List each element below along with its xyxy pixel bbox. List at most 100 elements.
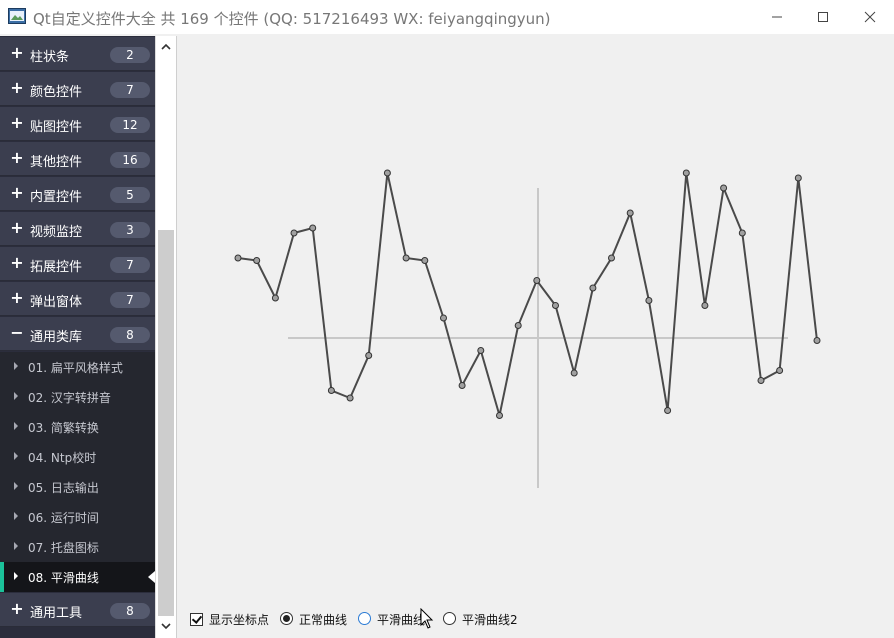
- data-point: [327, 387, 335, 394]
- data-point: [720, 184, 728, 192]
- radio-selected-icon: [280, 612, 293, 625]
- data-point: [738, 229, 746, 237]
- window-title: Qt自定义控件大全 共 169 个控件 (QQ: 517216493 WX: f…: [33, 10, 551, 28]
- app-icon: [8, 8, 26, 24]
- count-badge: 16: [110, 152, 150, 168]
- nav-group-label: 通用类库: [30, 330, 83, 345]
- nav-subitem-label: 03. 简繁转换: [28, 421, 99, 435]
- data-point: [533, 277, 541, 284]
- data-point: [645, 297, 653, 304]
- nav-group-tools[interactable]: + 通用工具 8: [0, 593, 155, 627]
- data-point: [514, 322, 522, 329]
- data-point: [776, 367, 784, 374]
- nav-group-label: 贴图控件: [30, 120, 83, 135]
- nav-group-builtin[interactable]: + 内置控件 5: [0, 177, 155, 211]
- close-icon: [864, 11, 876, 23]
- data-point: [626, 209, 634, 217]
- nav-subitem[interactable]: 06. 运行时间: [0, 502, 155, 532]
- show-points-label: 显示坐标点: [209, 613, 270, 627]
- nav-group-label: 拓展控件: [30, 260, 83, 275]
- curve-points: [234, 169, 821, 419]
- caret-right-icon: [14, 512, 18, 520]
- navigation-sidebar: + 柱状条 2 + 颜色控件 7 + 贴图控件 12 + 其他控件 16 + 内…: [0, 36, 155, 638]
- data-point: [421, 257, 429, 264]
- chevron-up-icon: [161, 43, 171, 50]
- nav-group-label: 弹出窗体: [30, 295, 83, 310]
- data-point: [346, 394, 354, 402]
- curve-line: [237, 172, 818, 416]
- count-badge: 5: [110, 187, 150, 203]
- nav-group-image[interactable]: + 贴图控件 12: [0, 107, 155, 141]
- scroll-up-button[interactable]: [156, 37, 176, 57]
- nav-group-label: 颜色控件: [30, 85, 83, 100]
- count-badge: 3: [110, 222, 150, 238]
- nav-subitem-label: 08. 平滑曲线: [28, 571, 99, 585]
- nav-group-popup[interactable]: + 弹出窗体 7: [0, 282, 155, 316]
- count-badge: 8: [110, 603, 150, 619]
- data-point: [440, 314, 447, 322]
- close-button[interactable]: [847, 0, 893, 34]
- mouse-cursor-icon: [420, 608, 434, 629]
- nav-group-video[interactable]: + 视频监控 3: [0, 212, 155, 246]
- sidebar-scrollbar[interactable]: [155, 36, 177, 638]
- caret-right-icon: [14, 452, 18, 460]
- maximize-icon: [818, 12, 828, 22]
- plus-icon: +: [10, 43, 24, 62]
- data-point: [383, 169, 391, 177]
- scroll-thumb[interactable]: [158, 230, 174, 616]
- nav-subitem[interactable]: 01. 扁平风格样式: [0, 352, 155, 382]
- nav-subitem[interactable]: 05. 日志输出: [0, 472, 155, 502]
- caret-right-icon: [14, 482, 18, 490]
- plus-icon: +: [10, 253, 24, 272]
- nav-group-label: 视频监控: [30, 225, 83, 240]
- normal-curve-label: 正常曲线: [299, 613, 348, 627]
- scroll-down-button[interactable]: [156, 616, 176, 636]
- minimize-button[interactable]: [754, 0, 800, 34]
- plus-icon: +: [10, 113, 24, 132]
- data-point: [813, 337, 821, 344]
- nav-subitem-label: 02. 汉字转拼音: [28, 391, 111, 405]
- nav-subitem-label: 01. 扁平风格样式: [28, 361, 123, 375]
- data-point: [290, 229, 298, 237]
- data-point: [757, 377, 765, 384]
- radio-unselected-icon: [358, 612, 371, 625]
- nav-group-label: 内置控件: [30, 190, 83, 205]
- data-point: [552, 302, 559, 309]
- data-point: [570, 369, 578, 377]
- data-point: [477, 347, 485, 354]
- nav-group-common-lib[interactable]: − 通用类库 8: [0, 317, 155, 351]
- count-badge: 7: [110, 257, 150, 273]
- active-indicator: [0, 562, 4, 592]
- data-point: [402, 254, 410, 262]
- plus-icon: +: [10, 288, 24, 307]
- checkbox-checked-icon: [190, 613, 203, 626]
- caret-right-icon: [14, 422, 18, 430]
- minimize-icon: [772, 16, 782, 18]
- data-point: [589, 284, 597, 292]
- nav-subitem[interactable]: 04. Ntp校时: [0, 442, 155, 472]
- nav-group-other[interactable]: + 其他控件 16: [0, 142, 155, 176]
- nav-group-label: 其他控件: [30, 155, 83, 170]
- smooth-curve-label: 平滑曲线: [377, 613, 426, 627]
- maximize-button[interactable]: [800, 0, 846, 34]
- nav-group-extend[interactable]: + 拓展控件 7: [0, 247, 155, 281]
- nav-subitem[interactable]: 02. 汉字转拼音: [0, 382, 155, 412]
- nav-subitem-label: 06. 运行时间: [28, 511, 99, 525]
- nav-subitem-active[interactable]: 08. 平滑曲线: [0, 562, 155, 592]
- curve-chart: [234, 169, 821, 488]
- nav-subitem[interactable]: 07. 托盘图标: [0, 532, 155, 562]
- data-point: [253, 257, 261, 264]
- radio-unselected-icon: [443, 612, 456, 625]
- nav-subitem[interactable]: 03. 简繁转换: [0, 412, 155, 442]
- data-point: [365, 352, 373, 359]
- nav-group-color[interactable]: + 颜色控件 7: [0, 72, 155, 106]
- plus-icon: +: [10, 148, 24, 167]
- plus-icon: +: [10, 218, 24, 237]
- count-badge: 2: [110, 47, 150, 63]
- data-point: [458, 382, 466, 389]
- count-badge: 7: [110, 292, 150, 308]
- nav-group-bar[interactable]: + 柱状条 2: [0, 37, 155, 71]
- caret-right-icon: [14, 362, 18, 370]
- nav-subitem-label: 05. 日志输出: [28, 481, 99, 495]
- count-badge: 7: [110, 82, 150, 98]
